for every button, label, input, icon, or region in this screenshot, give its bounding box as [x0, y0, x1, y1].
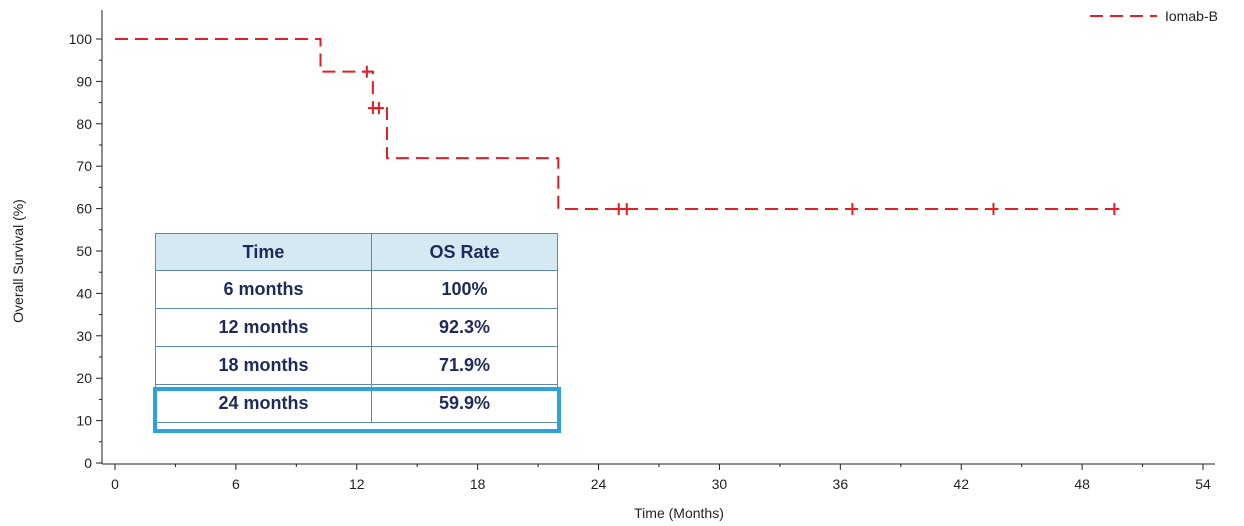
y-tick-label: 60: [76, 201, 92, 217]
table-cell-os-rate: 100%: [371, 270, 558, 309]
y-tick-label: 70: [76, 158, 92, 174]
table-cell-os-rate: 71.9%: [371, 346, 558, 385]
y-tick-label: 80: [76, 116, 92, 132]
series-layer: [115, 38, 1120, 216]
table-header-os-rate: OS Rate: [371, 233, 558, 271]
y-tick-label: 20: [76, 370, 92, 386]
table-row: 24 months 59.9%: [155, 384, 558, 423]
survival-curve-iomab-b: [115, 38, 1119, 210]
x-tick-label: 6: [232, 476, 240, 492]
legend: Iomab-B: [1090, 8, 1218, 24]
x-tick-label: 24: [591, 476, 607, 492]
x-tick-label: 36: [833, 476, 849, 492]
censor-mark: [988, 203, 999, 216]
y-axis-title: Overall Survival (%): [10, 199, 26, 323]
censor-mark: [847, 203, 858, 216]
x-tick-label: 54: [1195, 476, 1211, 492]
x-tick-label: 12: [349, 476, 365, 492]
table-row: 12 months 92.3%: [155, 308, 558, 347]
y-tick-label: 90: [76, 73, 92, 89]
x-tick-label: 42: [953, 476, 969, 492]
y-tick-label: 100: [69, 31, 93, 47]
table-header-row: Time OS Rate: [155, 233, 558, 271]
x-tick-label: 18: [470, 476, 486, 492]
table-cell-time: 18 months: [155, 346, 372, 385]
os-rate-table: Time OS Rate 6 months 100% 12 months 92.…: [155, 233, 558, 423]
ticks: 0 10 20 30 40 50 60 70 80 90 100 0 6 12 18 24 30 36 42 48 54: [69, 31, 1211, 492]
table-header-time: Time: [155, 233, 372, 271]
table-cell-time: 12 months: [155, 308, 372, 347]
y-tick-label: 40: [76, 285, 92, 301]
x-tick-label: 48: [1074, 476, 1090, 492]
censor-mark: [361, 65, 372, 78]
table-cell-time: 6 months: [155, 270, 372, 309]
censor-mark: [621, 203, 632, 216]
x-axis-title: Time (Months): [634, 505, 724, 521]
y-tick-label: 10: [76, 413, 92, 429]
table-cell-os-rate: 59.9%: [371, 384, 558, 423]
censor-mark: [1109, 203, 1120, 216]
y-tick-label: 0: [84, 455, 92, 471]
table-row: 6 months 100%: [155, 270, 558, 309]
censor-mark: [373, 102, 384, 115]
y-tick-label: 30: [76, 328, 92, 344]
x-tick-label: 30: [712, 476, 728, 492]
table-cell-os-rate: 92.3%: [371, 308, 558, 347]
table-row: 18 months 71.9%: [155, 346, 558, 385]
table-cell-time: 24 months: [155, 384, 372, 423]
legend-label-iomab-b: Iomab-B: [1165, 8, 1218, 24]
x-tick-label: 0: [111, 476, 119, 492]
y-tick-label: 50: [76, 243, 92, 259]
